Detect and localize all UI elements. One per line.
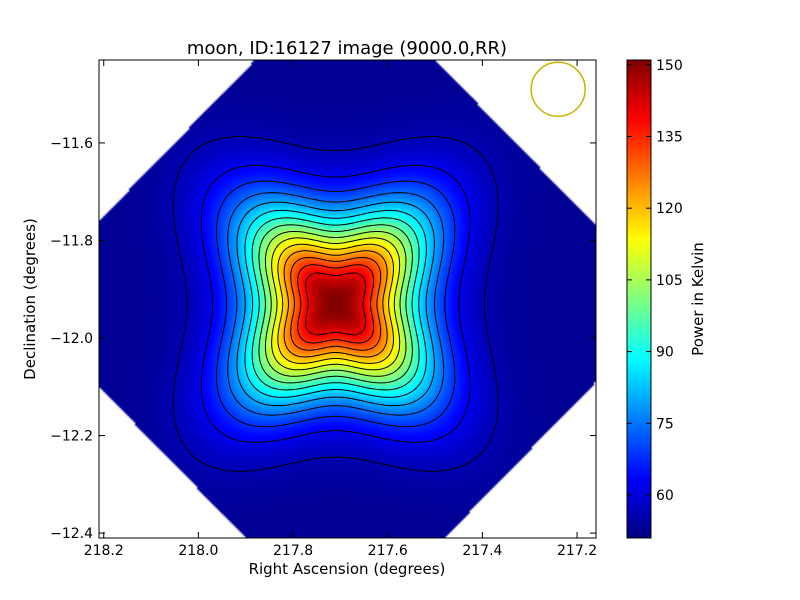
y-tick-label: −11.6: [50, 136, 93, 152]
y-tick-label: −11.8: [50, 233, 93, 249]
contour-line: [244, 209, 427, 398]
contour-lines: [172, 136, 499, 472]
y-tick-label: −12.4: [50, 526, 93, 542]
contour-line: [264, 231, 407, 377]
contour-line: [271, 237, 401, 371]
contour-line: [305, 272, 367, 336]
colorbar-tick-label: 150: [656, 58, 683, 74]
contour-line: [236, 201, 435, 407]
y-axis-ticks: −11.6 −11.8 −12.0 −12.2 −12.4: [50, 136, 596, 542]
colorbar-label: Power in Kelvin: [689, 242, 707, 356]
colorbar-tick-label: 60: [656, 488, 674, 504]
colorbar-tick-label: 135: [656, 129, 683, 145]
x-tick-label: 217.4: [462, 543, 502, 559]
contour-line: [297, 264, 375, 344]
x-axis-label: Right Ascension (degrees): [249, 560, 446, 578]
beam-marker: [530, 61, 586, 118]
colorbar-ticks: 60 75 90 105 120 135 150: [627, 58, 683, 504]
colorbar-tick-label: 120: [656, 201, 683, 217]
x-tick-label: 218.0: [178, 543, 218, 559]
colorbar: 60 75 90 105 120 135 150 Power in Kelvin: [626, 58, 707, 539]
colorbar-tick-label: 75: [656, 416, 674, 432]
plot-area: 218.2 218.0 217.8 217.6 217.4 217.2 −11.6−11.…: [50, 59, 597, 559]
colorbar-frame: [626, 59, 652, 539]
contour-line: [251, 217, 420, 391]
contour-line: [283, 250, 388, 358]
contour-line: [290, 257, 382, 351]
contour-line: [258, 224, 413, 384]
colorbar-gradient: [627, 60, 651, 538]
colorbar-tick-label: 90: [656, 345, 674, 361]
heatmap-image: [99, 60, 596, 538]
x-tick-label: 217.6: [368, 543, 408, 559]
contour-line: [172, 136, 499, 472]
colorbar-tick-label: 105: [656, 273, 683, 289]
chart-title: moon, ID:16127 image (9000.0,RR): [187, 38, 507, 59]
plot-frame: [98, 59, 597, 539]
contour-line: [200, 164, 471, 443]
x-tick-label: 217.8: [273, 543, 313, 559]
contour-line: [277, 243, 394, 364]
y-tick-label: −12.2: [50, 429, 93, 445]
contour-line: [216, 180, 456, 428]
x-axis-ticks: 218.2 218.0 217.8 217.6 217.4 217.2: [84, 60, 597, 559]
y-tick-label: −12.0: [50, 331, 93, 347]
x-tick-label: 217.2: [557, 543, 597, 559]
contour-line: [227, 192, 445, 416]
y-axis-label: Declination (degrees): [21, 218, 39, 380]
x-tick-label: 218.2: [84, 543, 124, 559]
